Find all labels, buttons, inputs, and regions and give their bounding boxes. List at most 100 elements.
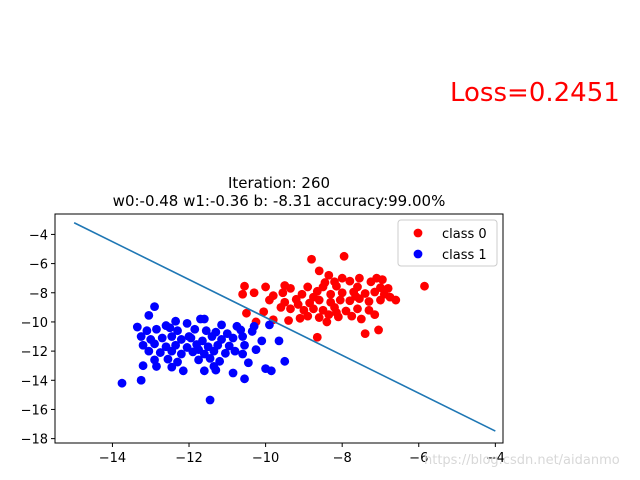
scatter-point-class-1 xyxy=(199,314,209,324)
scatter-point-class-0 xyxy=(303,282,313,292)
scatter-point-class-1 xyxy=(136,332,146,341)
scatter-point-class-0 xyxy=(249,288,259,298)
scatter-point-class-1 xyxy=(144,346,154,356)
scatter-point-class-0 xyxy=(385,292,395,302)
scatter-point-class-1 xyxy=(215,356,225,366)
scatter-point-class-0 xyxy=(309,304,318,314)
chart-title: Iteration: 260 xyxy=(228,174,330,192)
scatter-point-class-0 xyxy=(355,273,364,283)
scatter-point-class-1 xyxy=(207,332,217,341)
scatter-point-class-1 xyxy=(178,366,188,376)
scatter-point-class-1 xyxy=(194,345,203,355)
scatter-point-class-1 xyxy=(243,358,253,368)
scatter-point-class-1 xyxy=(265,320,274,330)
y-tick-label: −8 xyxy=(29,287,48,302)
legend-label: class 0 xyxy=(442,227,487,242)
scatter-point-class-1 xyxy=(209,346,219,356)
scatter-point-class-0 xyxy=(312,332,322,342)
scatter-point-class-0 xyxy=(314,313,324,322)
scatter-point-class-1 xyxy=(138,340,148,350)
scatter-point-class-1 xyxy=(150,302,159,312)
scatter-point-class-0 xyxy=(420,281,429,291)
scatter-point-class-0 xyxy=(341,306,351,316)
scatter-point-class-1 xyxy=(176,349,186,359)
x-tick-label: −8 xyxy=(333,451,352,466)
watermark: https://blog.csdn.net/aidanmo xyxy=(424,453,620,468)
scatter-point-class-1 xyxy=(117,378,127,388)
scatter-point-class-0 xyxy=(324,270,334,280)
scatter-point-class-1 xyxy=(138,361,148,371)
scatter-point-class-1 xyxy=(184,332,194,341)
y-tick-label: −10 xyxy=(21,316,48,331)
y-tick-label: −18 xyxy=(21,433,48,448)
scatter-point-class-1 xyxy=(230,346,240,356)
scatter-point-class-0 xyxy=(297,289,307,299)
scatter-point-class-0 xyxy=(376,295,385,305)
scatter-point-class-0 xyxy=(307,254,316,264)
scatter-point-class-0 xyxy=(293,300,303,309)
x-tick-label: −4 xyxy=(486,451,505,466)
scatter-point-class-0 xyxy=(324,310,334,320)
scatter-point-class-0 xyxy=(356,314,366,324)
scatter-point-class-0 xyxy=(360,289,370,298)
scatter-point-class-0 xyxy=(295,313,305,323)
scatter-point-class-1 xyxy=(171,316,181,326)
x-tick-label: −12 xyxy=(175,451,202,466)
scatter-point-class-1 xyxy=(163,354,173,364)
scatter-point-class-1 xyxy=(205,395,215,405)
scatter-point-class-1 xyxy=(155,348,165,357)
scatter-point-class-0 xyxy=(278,288,288,298)
scatter-point-class-0 xyxy=(309,292,318,302)
axes-frame xyxy=(54,213,504,444)
scatter-point-class-0 xyxy=(286,283,295,293)
scatter-point-class-0 xyxy=(303,311,313,321)
y-tick-label: −14 xyxy=(21,374,48,389)
scatter-point-class-0 xyxy=(337,288,347,298)
scatter-point-class-0 xyxy=(238,289,248,299)
scatter-point-class-1 xyxy=(182,318,192,328)
scatter-point-class-0 xyxy=(286,304,295,314)
legend-box xyxy=(397,219,498,267)
scatter-point-class-1 xyxy=(190,324,200,334)
scatter-point-class-1 xyxy=(240,374,249,384)
scatter-point-class-1 xyxy=(228,333,238,343)
scatter-point-class-1 xyxy=(167,362,177,372)
legend-label: class 1 xyxy=(442,248,487,263)
scatter-point-class-0 xyxy=(351,292,360,301)
scatter-point-class-0 xyxy=(377,275,387,285)
scatter-point-class-1 xyxy=(257,336,267,346)
scatter-point-class-0 xyxy=(326,289,336,299)
scatter-point-class-0 xyxy=(374,325,383,335)
scatter-point-class-1 xyxy=(238,332,248,341)
scatter-point-class-0 xyxy=(240,281,249,291)
scatter-point-class-0 xyxy=(322,317,332,327)
decision-boundary-line xyxy=(73,222,496,432)
scatter-point-class-0 xyxy=(314,266,324,276)
scatter-point-class-1 xyxy=(173,326,182,336)
scatter-point-class-1 xyxy=(152,324,161,334)
scatter-point-class-0 xyxy=(332,281,341,291)
x-tick-label: −10 xyxy=(252,451,279,466)
scatter-point-class-1 xyxy=(167,346,177,356)
y-tick-label: −12 xyxy=(21,345,48,360)
scatter-point-class-0 xyxy=(284,316,293,325)
loss-label: Loss=0.2451 xyxy=(450,78,620,108)
scatter-point-class-1 xyxy=(240,340,249,350)
legend-marker-class-0 xyxy=(413,228,423,238)
scatter-point-class-1 xyxy=(274,336,284,346)
scatter-point-class-1 xyxy=(142,326,152,336)
chart-subtitle: w0:-0.48 w1:-0.36 b: -8.31 accuracy:99.0… xyxy=(113,192,446,210)
scatter-point-class-1 xyxy=(161,321,171,330)
x-tick-label: −6 xyxy=(409,451,428,466)
y-tick-label: −6 xyxy=(29,258,48,273)
scatter-point-class-1 xyxy=(224,341,234,351)
scatter-point-class-1 xyxy=(152,362,161,371)
scatter-point-class-0 xyxy=(353,304,362,314)
scatter-point-class-1 xyxy=(176,335,186,344)
scatter-point-class-0 xyxy=(337,273,347,283)
scatter-point-class-1 xyxy=(144,310,154,320)
scatter-point-class-0 xyxy=(360,329,370,339)
scatter-point-class-0 xyxy=(261,282,270,292)
